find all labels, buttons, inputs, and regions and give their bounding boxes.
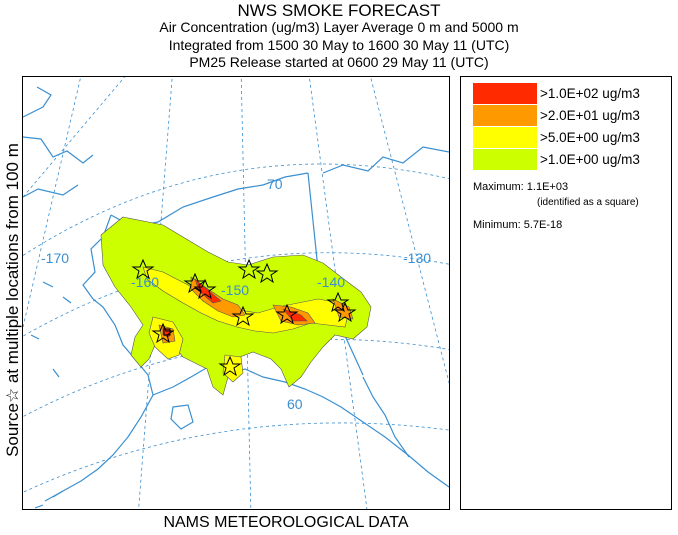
source-marker bbox=[151, 322, 175, 344]
subtitle-integration-period: Integrated from 1500 30 May to 1600 30 M… bbox=[168, 37, 510, 53]
lon-label-minus150: -150 bbox=[221, 282, 249, 298]
subtitle-concentration: Air Concentration (ug/m3) Layer Average … bbox=[159, 19, 519, 35]
maximum-square-marker bbox=[163, 328, 171, 336]
chart-title: NWS SMOKE FORECAST bbox=[237, 1, 441, 20]
minimum-value: Minimum: 5.7E-18 bbox=[473, 219, 563, 231]
latitude-line-55 bbox=[23, 422, 449, 493]
canada-arctic bbox=[322, 146, 449, 174]
meridian-minus170 bbox=[23, 77, 82, 328]
source-marker bbox=[218, 355, 242, 377]
meridian-minus130 bbox=[370, 77, 449, 385]
maximum-note: (identified as a square) bbox=[537, 197, 639, 208]
lat-label-70: 70 bbox=[267, 176, 283, 192]
aleutian-chain bbox=[34, 490, 64, 509]
lon-label-minus170: -170 bbox=[41, 250, 69, 266]
smoke-plume bbox=[100, 216, 372, 396]
lon-label-minus160: -160 bbox=[131, 274, 159, 290]
alaska-peninsula bbox=[44, 358, 154, 502]
legend-label-1e2: >1.0E+02 ug/m3 bbox=[540, 86, 640, 101]
source-marker bbox=[333, 301, 357, 323]
source-marker bbox=[231, 305, 255, 327]
meridian-minus180 bbox=[23, 77, 126, 198]
gulf-of-alaska bbox=[152, 366, 449, 488]
source-marker bbox=[326, 291, 350, 313]
meteorological-data-label: NAMS METEOROLOGICAL DATA bbox=[163, 514, 409, 531]
source-marker bbox=[275, 303, 299, 325]
legend-panel: >1.0E+02 ug/m3 >2.0E+01 ug/m3 >5.0E+00 u… bbox=[460, 76, 672, 510]
source-marker bbox=[255, 262, 279, 284]
legend-label-2e1: >2.0E+01 ug/m3 bbox=[540, 108, 640, 123]
lon-label-minus130: -130 bbox=[403, 250, 431, 266]
legend-swatch-1e0 bbox=[473, 149, 537, 170]
map-panel: -170 -160 -150 -140 -130 70 60 bbox=[22, 76, 450, 510]
grid-labels: -170 -160 -150 -140 -130 70 60 bbox=[41, 176, 431, 412]
southeast-alaska bbox=[362, 376, 410, 458]
legend-swatch-1e2 bbox=[473, 83, 537, 104]
latitude-line-70 bbox=[23, 163, 449, 257]
legend-label-1e0: >1.0E+00 ug/m3 bbox=[540, 152, 640, 167]
legend-swatch-5e0 bbox=[473, 127, 537, 148]
source-markers bbox=[131, 258, 357, 377]
russia-coast bbox=[23, 86, 94, 198]
legend-label-5e0: >5.0E+00 ug/m3 bbox=[540, 130, 640, 145]
alaska-west-coast bbox=[82, 214, 136, 360]
source-marker bbox=[193, 278, 217, 300]
maximum-value: Maximum: 1.1E+03 bbox=[473, 181, 569, 193]
bering-islands bbox=[30, 281, 72, 378]
lat-label-60: 60 bbox=[287, 396, 303, 412]
source-marker bbox=[131, 258, 155, 280]
source-marker bbox=[237, 258, 261, 280]
meridian-minus140 bbox=[308, 77, 368, 509]
kodiak-island bbox=[170, 404, 194, 430]
legend-swatch-2e1 bbox=[473, 105, 537, 126]
source-marker bbox=[183, 272, 207, 294]
lon-label-minus140: -140 bbox=[317, 274, 345, 290]
subtitle-release-start: PM25 Release started at 0600 29 May 11 (… bbox=[189, 54, 489, 70]
graticule bbox=[23, 77, 449, 509]
smoke-map: -170 -160 -150 -140 -130 70 60 bbox=[23, 77, 449, 509]
